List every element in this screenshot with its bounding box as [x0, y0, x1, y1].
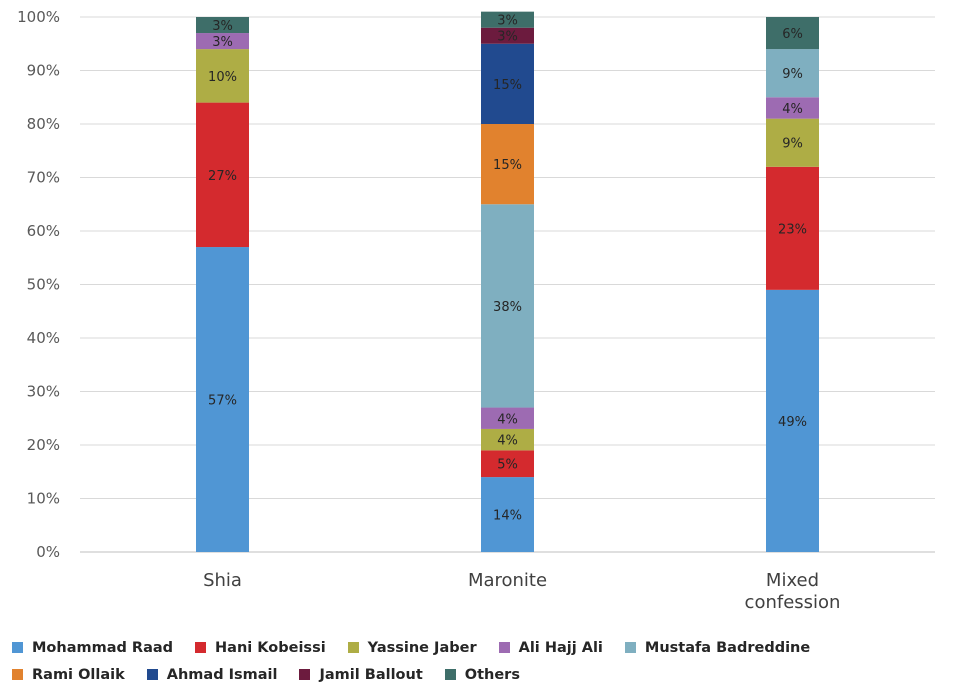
y-tick-label: 70% — [27, 169, 60, 187]
legend-label: Hani Kobeissi — [215, 639, 326, 656]
legend-swatch — [444, 669, 456, 680]
legend-item: Jamil Ballout — [299, 666, 423, 683]
y-tick-label: 20% — [27, 436, 60, 454]
bar-segment — [481, 204, 534, 408]
bar-segment — [481, 27, 534, 44]
y-tick-label: 40% — [27, 329, 60, 347]
y-tick-label: 0% — [36, 543, 60, 561]
data-label: 38% — [493, 300, 522, 315]
data-label: 3% — [497, 14, 518, 29]
bar-segment — [481, 407, 534, 429]
data-label: 3% — [212, 35, 233, 50]
data-label: 27% — [208, 169, 237, 184]
data-label: 4% — [782, 102, 803, 117]
legend-item: Others — [444, 666, 520, 683]
bar-segment — [481, 124, 534, 205]
legend-swatch — [12, 642, 23, 653]
legend-swatch — [624, 642, 636, 653]
bar-segment — [766, 97, 819, 119]
legend-item: Rami Ollaik — [12, 667, 125, 683]
bar-segment — [481, 11, 534, 28]
x-category-label: Shia — [203, 570, 242, 591]
legend-label: Ali Hajj Ali — [518, 639, 603, 656]
stacked-bar-chart: 0% 10% 20% 30% 40% 50% 60% 70% 80% 90% 100% 57% 27%… — [17, 8, 935, 613]
legend-label: Ahmad Ismail — [166, 666, 278, 683]
data-label: 9% — [782, 137, 803, 152]
y-tick-label: 100% — [17, 8, 60, 26]
y-tick-label: 80% — [27, 115, 60, 133]
data-label: 9% — [782, 67, 803, 82]
data-label: 57% — [208, 394, 237, 409]
legend-item: Mohammad Raad — [12, 640, 173, 656]
data-label: 4% — [497, 412, 518, 427]
legend-item: Yassine Jaber — [347, 639, 477, 656]
legend-swatch — [195, 642, 207, 653]
bars: 57%27%10%3%3%14%5%4%4%38%15%15%3%3%49%23… — [196, 11, 819, 553]
legend-swatch — [299, 669, 311, 680]
bar-segment — [481, 477, 534, 552]
bar-segment — [196, 33, 249, 50]
bar-segment — [766, 49, 819, 98]
legend-label: Jamil Ballout — [319, 666, 423, 683]
bar-segment — [766, 289, 819, 552]
data-label: 23% — [778, 222, 807, 237]
data-label: 3% — [497, 30, 518, 45]
y-tick-label: 30% — [27, 383, 60, 401]
y-tick-label: 50% — [27, 276, 60, 294]
data-label: 15% — [493, 158, 522, 173]
data-label: 14% — [493, 509, 522, 524]
legend-item: Mustafa Badreddine — [624, 639, 811, 656]
y-axis: 0% 10% 20% 30% 40% 50% 60% 70% 80% 90% 100% — [17, 8, 60, 561]
bar-segment — [481, 428, 534, 451]
x-category-label: Mixed confession — [745, 570, 841, 613]
legend-label: Yassine Jaber — [367, 639, 477, 656]
bar-segment — [766, 118, 819, 167]
data-label: 10% — [208, 70, 237, 85]
data-label: 3% — [212, 19, 233, 34]
legend-item: Hani Kobeissi — [195, 640, 326, 656]
x-axis: Shia Maronite Mixed confession — [203, 570, 840, 613]
legend-swatch — [347, 642, 359, 653]
y-tick-label: 60% — [27, 222, 60, 240]
data-label: 6% — [782, 27, 803, 42]
y-tick-label: 90% — [27, 62, 60, 80]
bar-segment — [196, 17, 249, 34]
data-label: 15% — [493, 78, 522, 93]
legend-row: Rami Ollaik Ahmad Ismail Jamil Ballout Othe… — [12, 661, 952, 688]
legend-label: Mustafa Badreddine — [644, 639, 811, 656]
legend-item: Ali Hajj Ali — [498, 639, 603, 656]
bar-segment — [481, 43, 534, 124]
bar-segment — [766, 166, 819, 290]
bar-segment — [196, 102, 249, 248]
bar-segment — [766, 17, 819, 50]
x-category-label: Maronite — [468, 570, 547, 591]
bar-segment — [196, 49, 249, 103]
legend-label: Others — [464, 666, 520, 683]
bar-segment — [481, 450, 534, 478]
bar-segment — [196, 247, 249, 553]
legend-label: Rami Ollaik — [32, 666, 125, 683]
legend-swatch — [498, 642, 510, 653]
data-label: 49% — [778, 415, 807, 430]
legend-swatch — [12, 669, 23, 680]
legend-item: Ahmad Ismail — [146, 666, 278, 683]
legend-swatch — [146, 669, 158, 680]
legend-label: Mohammad Raad — [32, 639, 174, 656]
legend-row: Mohammad Raad Hani Kobeissi Yassine Jaber A… — [12, 634, 952, 661]
legend: Mohammad Raad Hani Kobeissi Yassine Jaber A… — [12, 634, 952, 688]
data-label: 4% — [497, 434, 518, 449]
y-tick-label: 10% — [27, 490, 60, 508]
data-label: 5% — [497, 458, 518, 473]
